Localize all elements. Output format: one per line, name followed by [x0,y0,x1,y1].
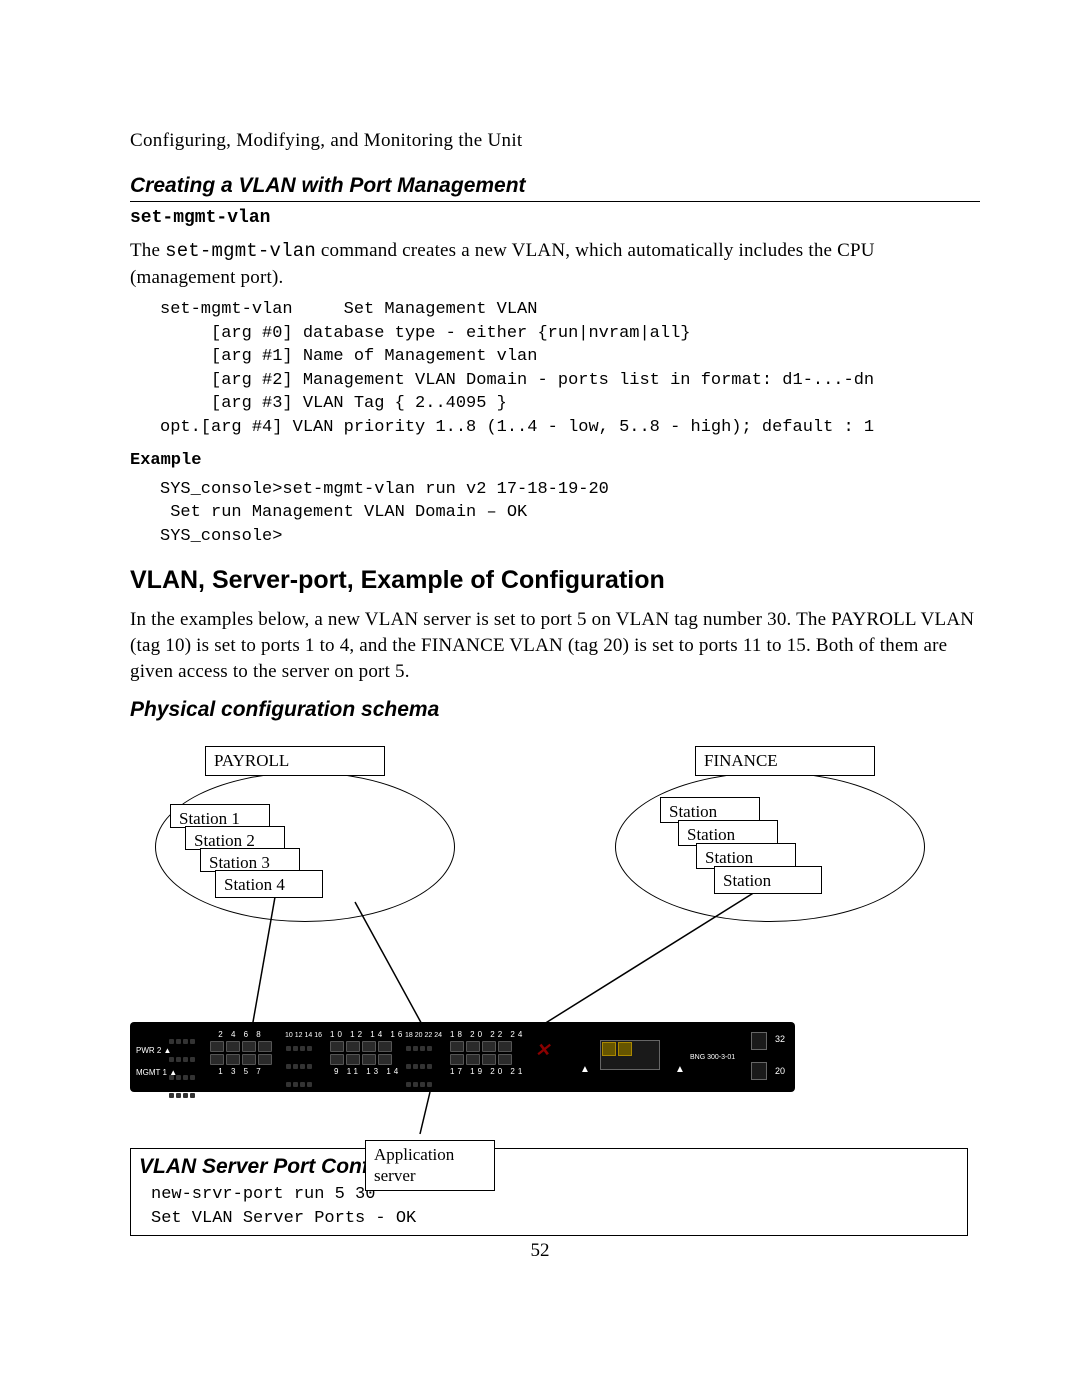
application-server-label: Application server [374,1145,454,1184]
application-server-box: Application server [365,1140,495,1191]
section2-body: In the examples below, a new VLAN server… [130,607,980,684]
example-label: Example [130,451,980,470]
heading-vlan-server-port: VLAN, Server-port, Example of Configurat… [130,566,980,595]
command-name: set-mgmt-vlan [130,208,980,228]
config-code: new-srvr-port run 5 30 Set VLAN Server P… [131,1179,967,1235]
payroll-station3: Station 3 [200,848,300,872]
payroll-station1: Station 1 [170,804,270,828]
network-switch: PWR 2 ▲ MGMT 1 ▲ 2 4 6 8 1 3 5 7 10 12 1… [130,1022,795,1092]
finance-label: FINANCE [704,751,778,770]
desc-code: set-mgmt-vlan [165,240,316,262]
section-creating-vlan: Creating a VLAN with Port Management [130,174,980,202]
syntax-block: set-mgmt-vlan Set Management VLAN [arg #… [160,298,980,439]
payroll-station4: Station 4 [215,870,323,898]
physical-config-diagram: PAYROLL Station 1 Station 2 Station 3 St… [130,732,970,1152]
payroll-label: PAYROLL [214,751,289,770]
station-lbl: Station [705,848,753,867]
command-description: The set-mgmt-vlan command creates a new … [130,238,980,290]
station-lbl: Station 4 [224,875,285,894]
finance-label-box: FINANCE [695,746,875,776]
page-number: 52 [0,1240,1080,1262]
desc-pre: The [130,240,165,261]
station-lbl: Station [723,871,771,890]
vlan-server-port-section: VLAN Server Port Configu new-srvr-port r… [130,1148,980,1236]
station-lbl: Station [669,802,717,821]
vlan-server-port-title: VLAN Server Port Configu [139,1155,400,1178]
switch-logo-icon: ✕ [535,1040,550,1061]
schema-title: Physical configuration schema [130,698,980,722]
config-output-box: VLAN Server Port Configu new-srvr-port r… [130,1148,968,1236]
payroll-station2: Station 2 [185,826,285,850]
example-code: SYS_console>set-mgmt-vlan run v2 17-18-1… [160,478,980,548]
station-lbl: Station [687,825,735,844]
finance-station4: Station [714,866,822,894]
payroll-label-box: PAYROLL [205,746,385,776]
page-header: Configuring, Modifying, and Monitoring t… [130,130,980,152]
